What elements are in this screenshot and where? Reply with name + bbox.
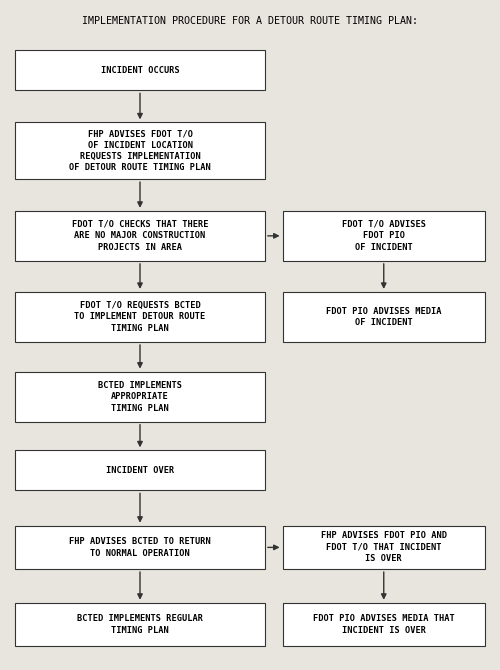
Text: FDOT T/O CHECKS THAT THERE
ARE NO MAJOR CONSTRUCTION
PROJECTS IN AREA: FDOT T/O CHECKS THAT THERE ARE NO MAJOR … bbox=[72, 220, 208, 252]
FancyBboxPatch shape bbox=[15, 450, 265, 490]
Text: INCIDENT OCCURS: INCIDENT OCCURS bbox=[100, 66, 180, 75]
Text: FDOT T/O REQUESTS BCTED
TO IMPLEMENT DETOUR ROUTE
TIMING PLAN: FDOT T/O REQUESTS BCTED TO IMPLEMENT DET… bbox=[74, 301, 206, 333]
FancyBboxPatch shape bbox=[282, 525, 485, 569]
FancyBboxPatch shape bbox=[282, 292, 485, 342]
FancyBboxPatch shape bbox=[15, 371, 265, 422]
Text: FHP ADVISES FDOT PIO AND
FDOT T/O THAT INCIDENT
IS OVER: FHP ADVISES FDOT PIO AND FDOT T/O THAT I… bbox=[321, 531, 447, 563]
FancyBboxPatch shape bbox=[15, 292, 265, 342]
FancyBboxPatch shape bbox=[282, 210, 485, 261]
FancyBboxPatch shape bbox=[282, 603, 485, 646]
FancyBboxPatch shape bbox=[15, 50, 265, 90]
Text: IMPLEMENTATION PROCEDURE FOR A DETOUR ROUTE TIMING PLAN:: IMPLEMENTATION PROCEDURE FOR A DETOUR RO… bbox=[82, 17, 418, 26]
FancyBboxPatch shape bbox=[15, 210, 265, 261]
Text: INCIDENT OVER: INCIDENT OVER bbox=[106, 466, 174, 475]
Text: FDOT T/O ADVISES
FDOT PIO
OF INCIDENT: FDOT T/O ADVISES FDOT PIO OF INCIDENT bbox=[342, 220, 426, 252]
Text: FHP ADVISES FDOT T/O
OF INCIDENT LOCATION
REQUESTS IMPLEMENTATION
OF DETOUR ROUT: FHP ADVISES FDOT T/O OF INCIDENT LOCATIO… bbox=[69, 129, 211, 172]
Text: BCTED IMPLEMENTS
APPROPRIATE
TIMING PLAN: BCTED IMPLEMENTS APPROPRIATE TIMING PLAN bbox=[98, 381, 182, 413]
FancyBboxPatch shape bbox=[15, 122, 265, 179]
Text: FDOT PIO ADVISES MEDIA THAT
INCIDENT IS OVER: FDOT PIO ADVISES MEDIA THAT INCIDENT IS … bbox=[313, 614, 454, 634]
FancyBboxPatch shape bbox=[15, 603, 265, 646]
FancyBboxPatch shape bbox=[15, 525, 265, 569]
Text: FHP ADVISES BCTED TO RETURN
TO NORMAL OPERATION: FHP ADVISES BCTED TO RETURN TO NORMAL OP… bbox=[69, 537, 211, 557]
Text: FDOT PIO ADVISES MEDIA
OF INCIDENT: FDOT PIO ADVISES MEDIA OF INCIDENT bbox=[326, 307, 442, 327]
Text: BCTED IMPLEMENTS REGULAR
TIMING PLAN: BCTED IMPLEMENTS REGULAR TIMING PLAN bbox=[77, 614, 203, 634]
